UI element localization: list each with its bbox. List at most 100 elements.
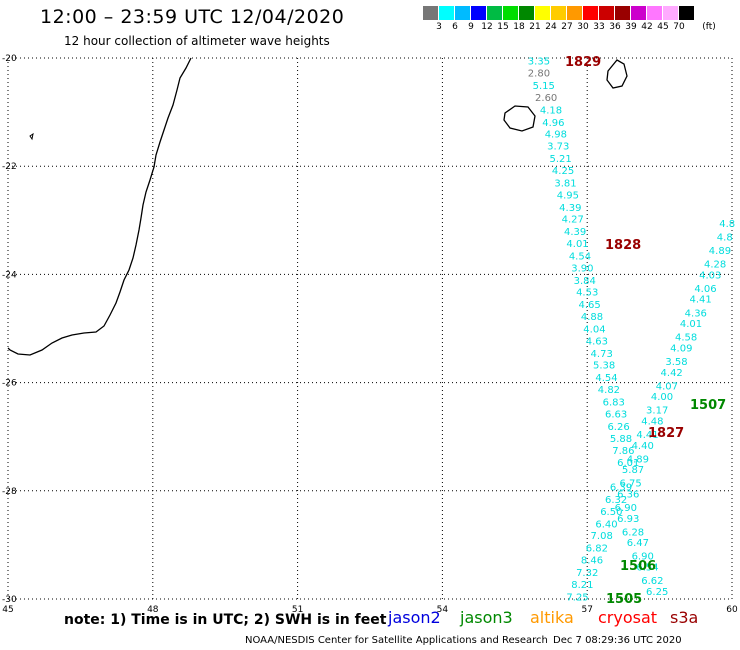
swh-value-label: 5.88	[610, 434, 632, 445]
colorbar-swatch	[471, 6, 487, 20]
colorbar-swatch	[551, 6, 567, 20]
footer-note: note: 1) Time is in UTC; 2) SWH is in fe…	[64, 612, 387, 628]
madagascar-coast	[7, 57, 192, 356]
colorbar-tick-label: 15	[497, 22, 509, 32]
colorbar-swatch	[663, 6, 679, 20]
swh-value-label: 3.17	[646, 406, 668, 417]
colorbar-swatch	[423, 6, 439, 20]
swh-value-label: 4.18	[540, 105, 562, 116]
swh-value-label: 7.08	[591, 531, 613, 542]
satellite-cryosat: cryosat	[598, 608, 658, 627]
swh-value-label: 4.73	[591, 349, 613, 360]
swh-value-label: 4.65	[578, 300, 600, 311]
colorbar-tick-label: 70	[673, 22, 685, 32]
swh-value-label: 4.41	[689, 295, 711, 306]
swh-value-label: 6.75	[620, 479, 642, 490]
lat-tick-label: -28	[2, 487, 17, 497]
swh-value-label: 4.82	[598, 385, 620, 396]
lat-tick-label: -22	[2, 162, 17, 172]
mauritius-island	[606, 59, 628, 89]
colorbar-tick-label: 12	[481, 22, 493, 32]
swh-value-label: 3.84	[574, 276, 596, 287]
swh-value-label: 4.53	[576, 288, 598, 299]
swh-value-label: 4.04	[583, 325, 605, 336]
colorbar-tick-label: 39	[625, 22, 637, 32]
colorbar-swatch	[455, 6, 471, 20]
colorbar-swatch	[679, 6, 695, 20]
satellite-jason3: jason3	[460, 608, 513, 627]
swh-value-label: 6.25	[646, 587, 668, 598]
swh-value-label: 4.09	[670, 343, 692, 354]
pass-labels: 1829 1828 1827 1507 1506 1505	[565, 55, 726, 607]
swh-value-label: 6.40	[595, 519, 617, 530]
satellite-jason2: jason2	[388, 608, 441, 627]
swh-value-label: 5.87	[622, 465, 644, 476]
colorbar-tick-label: 27	[561, 22, 573, 32]
swh-value-label: 4.88	[581, 312, 603, 323]
swh-value-label: 6.90	[632, 552, 654, 563]
wave-height-points: 3.352.805.152.604.18 4.964.983.735.214.25…	[528, 57, 735, 604]
lat-tick-label: -30	[2, 595, 17, 605]
swh-value-label: 8.21	[571, 580, 593, 591]
swh-value-label: 6.32	[605, 495, 627, 506]
colorbar-tick-label: 21	[529, 22, 541, 32]
swh-value-label: 6.26	[607, 422, 629, 433]
colorbar-swatch	[519, 6, 535, 20]
swh-value-label: 3.73	[547, 142, 569, 153]
swh-value-label: 4.58	[675, 333, 697, 344]
lon-tick-label: 45	[2, 605, 13, 615]
colorbar-tick-label: 9	[468, 22, 474, 32]
swh-value-label: 4.01	[566, 239, 588, 250]
colorbar-swatch	[503, 6, 519, 20]
lon-tick-label: 57	[581, 605, 592, 615]
swh-value-label: 3.58	[665, 357, 687, 368]
lat-tick-label: -24	[2, 270, 17, 280]
colorbar-tick-label: 18	[513, 22, 525, 32]
swh-value-label: 6.47	[627, 538, 649, 549]
credit-timestamp: Dec 7 08:29:36 UTC 2020	[553, 635, 682, 646]
colorbar-tick-label: 3	[436, 22, 442, 32]
swh-value-label: 6.63	[605, 409, 627, 420]
colorbar-tick-label: 30	[577, 22, 589, 32]
map-subtitle: 12 hour collection of altimeter wave hei…	[64, 34, 330, 48]
swh-value-label: 5.21	[550, 154, 572, 165]
swh-value-label: 6.01	[617, 458, 639, 469]
swh-value-label: 5.15	[533, 81, 555, 92]
colorbar-tick-label: 6	[452, 22, 458, 32]
swh-value-label: 4.89	[709, 246, 731, 257]
swh-value-label: 4.42	[661, 368, 683, 379]
lon-tick-label: 48	[147, 605, 159, 615]
pass-label-1827: 1827	[648, 426, 684, 441]
colorbar-swatch	[615, 6, 631, 20]
swh-value-label: 4.8	[717, 233, 733, 244]
swh-value-label: 4.96	[542, 118, 564, 129]
satellite-altika: altika	[530, 608, 574, 627]
colorbar-swatch	[631, 6, 647, 20]
swh-value-label: 4.00	[651, 392, 673, 403]
satellite-s3a: s3a	[670, 608, 699, 627]
swh-value-label: 6.36	[617, 490, 639, 501]
swh-value-label: 6.28	[622, 527, 644, 538]
lon-tick-label: 51	[292, 605, 303, 615]
swh-value-label: 6.82	[586, 544, 608, 555]
colorbar-swatch	[599, 6, 615, 20]
colorbar-tick-label: 36	[609, 22, 621, 32]
pass-label-1506: 1506	[620, 559, 656, 574]
swh-value-label: 3.90	[571, 263, 593, 274]
swh-value-label: 5.38	[593, 361, 615, 372]
swh-value-label: 8.46	[581, 556, 603, 567]
swh-value-label: 7.25	[566, 592, 588, 603]
colorbar-swatch	[535, 6, 551, 20]
colorbar-swatch	[583, 6, 599, 20]
credit-text: NOAA/NESDIS Center for Satellite Applica…	[245, 635, 548, 646]
colorbar-tick-label: 42	[641, 22, 653, 32]
colorbar-tick-label: 45	[657, 22, 669, 32]
lat-tick-label: -20	[2, 54, 17, 64]
swh-value-label: 4.98	[545, 130, 567, 141]
swh-value-label: 6.90	[615, 503, 637, 514]
colorbar-swatch	[567, 6, 583, 20]
lon-tick-label: 54	[437, 605, 449, 615]
small-island	[29, 132, 34, 141]
swh-value-label: 7.32	[576, 568, 598, 579]
